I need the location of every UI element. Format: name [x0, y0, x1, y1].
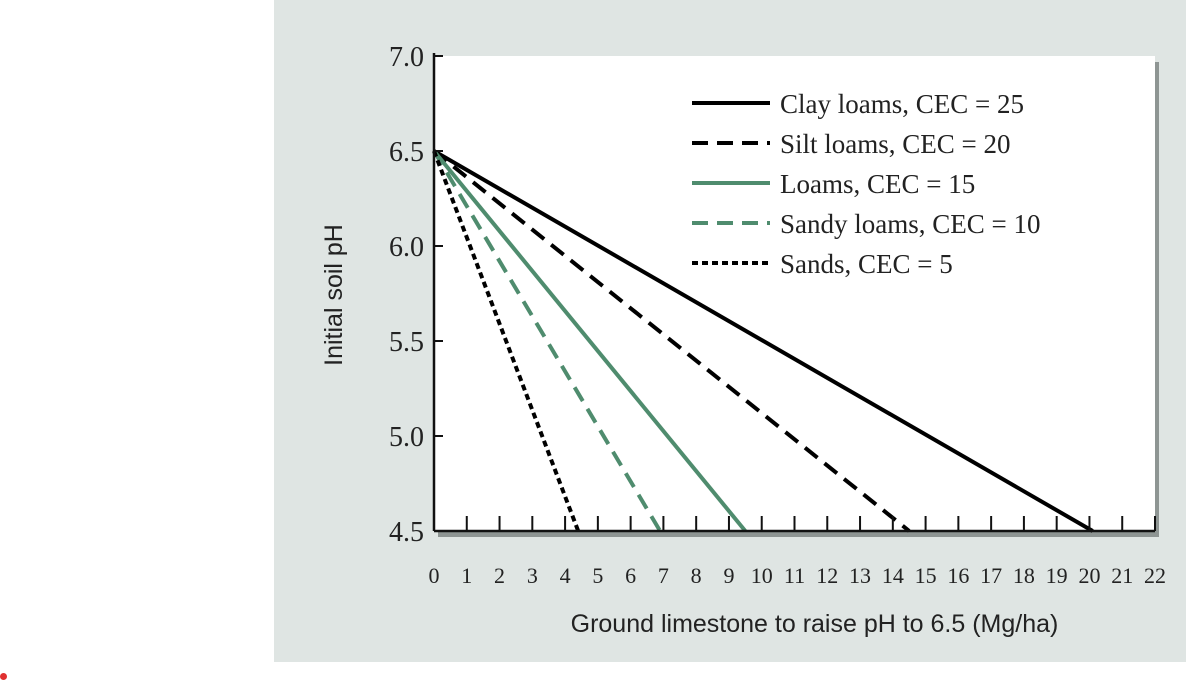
x-tick-label-17: 17	[980, 563, 1002, 588]
x-tick-label-22: 22	[1144, 563, 1166, 588]
y-tick-label-2: 6.0	[389, 232, 424, 263]
series-line-0	[433, 149, 1094, 533]
x-tick-label-18: 18	[1013, 563, 1035, 588]
x-tick-label-8: 8	[691, 563, 702, 588]
y-tick-label-1: 6.5	[389, 137, 424, 168]
x-tick-label-21: 21	[1111, 563, 1133, 588]
x-tick-label-0: 0	[429, 563, 440, 588]
series-line-1	[432, 149, 911, 533]
x-tick-label-1: 1	[461, 563, 472, 588]
x-tick-label-15: 15	[915, 563, 937, 588]
red-dot-marker	[0, 673, 7, 680]
x-tick-label-14: 14	[882, 563, 904, 588]
series-group	[432, 149, 1094, 533]
x-tick-label-19: 19	[1046, 563, 1068, 588]
y-tick-label-5: 4.5	[389, 517, 424, 548]
plot-area	[434, 56, 1159, 537]
y-axis-title: Initial soil pH	[320, 224, 348, 366]
x-tick-label-13: 13	[849, 563, 871, 588]
plot-frame	[434, 56, 1155, 531]
x-tick-label-11: 11	[784, 563, 805, 588]
y-tick-label-0: 7.0	[389, 42, 424, 73]
x-tick-label-5: 5	[592, 563, 603, 588]
legend-label-3: Sandy loams, CEC = 10	[780, 209, 1040, 239]
legend: Clay loams, CEC = 25 Silt loams, CEC = 20…	[692, 89, 1040, 279]
legend-label-4: Sands, CEC = 5	[780, 249, 953, 279]
series-line-4	[432, 150, 581, 532]
legend-label-1: Silt loams, CEC = 20	[780, 129, 1011, 159]
x-tick-label-6: 6	[625, 563, 636, 588]
series-line-2	[432, 149, 747, 533]
legend-label-0: Clay loams, CEC = 25	[780, 89, 1024, 119]
x-tick-label-16: 16	[947, 563, 969, 588]
y-tick-label-3: 5.5	[389, 327, 424, 358]
x-tick-label-12: 12	[816, 563, 838, 588]
legend-label-2: Loams, CEC = 15	[780, 169, 975, 199]
x-tick-label-9: 9	[723, 563, 734, 588]
x-tick-label-3: 3	[527, 563, 538, 588]
x-tick-label-10: 10	[751, 563, 773, 588]
x-tick-label-20: 20	[1078, 563, 1100, 588]
x-tick-label-4: 4	[560, 563, 571, 588]
x-axis-title: Ground limestone to raise pH to 6.5 (Mg/…	[571, 610, 1059, 638]
axes-group: 7.06.56.05.55.04.50 1 2 3 4 5 6 7 8 9 10 11 12 13 14 15…	[389, 42, 1166, 588]
x-tick-label-7: 7	[658, 563, 669, 588]
x-tick-label-2: 2	[494, 563, 505, 588]
y-tick-label-4: 5.0	[389, 422, 424, 453]
